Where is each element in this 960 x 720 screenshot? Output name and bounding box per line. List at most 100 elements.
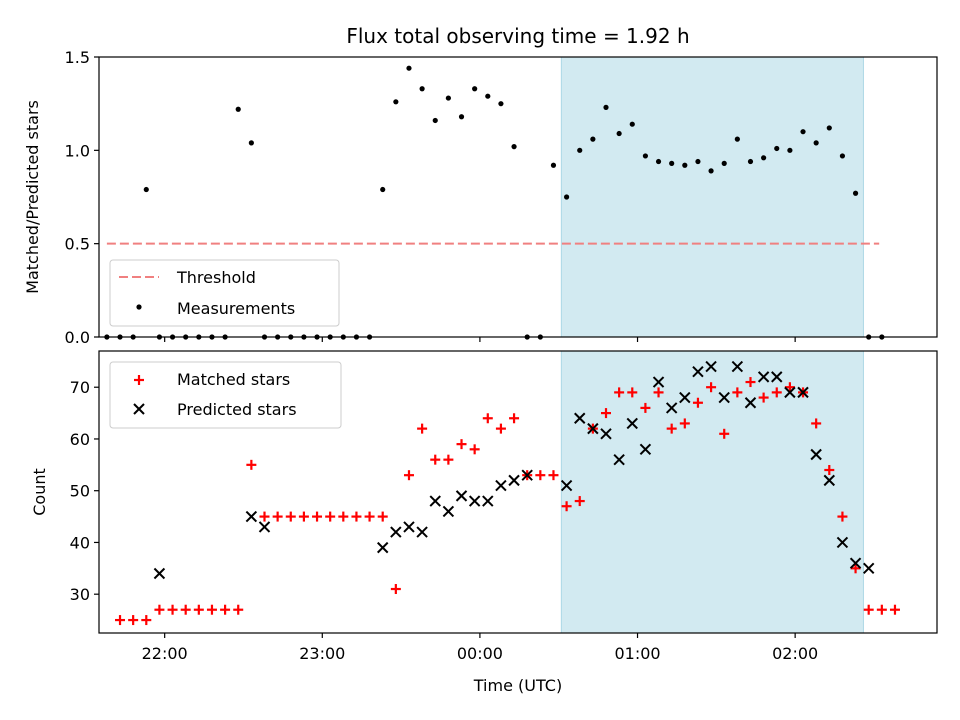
matched-point [154,604,165,615]
matched-point [390,584,401,595]
ratio-panel-legend: Threshold Measurements [109,259,340,327]
measurement-point [498,101,504,107]
measurement-point [603,104,609,110]
measurement-point [406,65,412,71]
count-panel-frame [98,350,938,634]
count-panel-ticks: 30 40 50 60 70 22:00 23:00 00:00 01:00 02:00 [70,378,819,663]
matched-point [837,511,848,522]
predicted-point [495,479,507,492]
measurement-point [458,114,465,120]
count-panel-highlight-span [560,350,864,634]
measurement-point [550,162,557,168]
measurement-point [590,136,596,142]
matched-point [679,418,690,429]
predicted-point [574,412,586,424]
matched-point [469,444,480,455]
predicted-legend-label: Predicted stars [177,400,297,419]
measurement-point [642,153,649,159]
predicted-point [245,510,258,523]
chart-title: Flux total observing time = 1.92 h [346,24,689,48]
y-tick-label: 50 [70,482,90,501]
predicted-point [153,567,166,580]
count-panel-legend: Matched stars Predicted stars [109,361,342,429]
matched-point [889,604,900,615]
measurement-point [380,186,386,193]
predicted-point [862,562,875,575]
matched-point [495,423,506,434]
matched-point [456,439,467,450]
matched-legend-label: Matched stars [177,370,290,389]
matched-point [666,423,677,434]
matched-point [233,604,244,615]
predicted-point [731,360,744,373]
x-tick-label: 00:00 [457,644,503,663]
matched-point [403,470,414,481]
predicted-point [771,371,783,383]
matched-point [180,604,191,615]
matched-point [312,511,323,522]
measurement-point [472,86,478,92]
measurement-point [445,95,451,101]
matched-point [548,470,559,481]
matched-point [417,423,428,434]
measurement-point [563,194,570,200]
y-tick-label: 30 [70,585,90,604]
count-panel-ylabel: Count [30,468,49,516]
measurement-point [235,106,241,112]
measurement-point [577,147,583,153]
measurement-point [747,158,754,165]
matched-point [246,459,257,470]
measurement-point [839,153,846,159]
predicted-point [587,422,599,435]
predicted-point [718,391,730,404]
predicted-point [613,453,625,466]
measurement-point [393,99,399,105]
ratio-panel: 0.0 0.5 1.0 1.5 Matched/Predicted stars Thr… [23,48,938,347]
measurement-point [695,158,701,165]
matched-point [561,501,572,512]
predicted-legend-swatch [133,403,145,415]
measurement-point [485,93,491,99]
matched-point [784,382,795,393]
matched-point [824,465,835,476]
matched-point [325,511,336,522]
matched-point [377,511,388,522]
ratio-panel-data [104,65,885,340]
x-tick-label: 23:00 [299,644,345,663]
x-tick-label: 02:00 [772,644,818,663]
matched-point [220,604,231,615]
y-tick-label: 40 [70,533,90,552]
measurement-point [774,145,780,152]
predicted-point [390,526,402,538]
y-tick-label: 1.5 [65,48,90,67]
matched-point [272,511,283,522]
y-tick-label: 60 [70,430,90,449]
matched-point [758,392,769,403]
predicted-point [403,521,415,533]
matched-point [430,454,441,465]
matched-point [338,511,349,522]
predicted-point [416,526,428,538]
matched-point [653,387,664,398]
predicted-point [810,448,822,461]
x-tick-label: 22:00 [142,644,188,663]
predicted-point [823,474,836,487]
matched-point [771,387,782,398]
predicted-point [705,360,717,373]
predicted-point [482,495,494,507]
predicted-point [849,557,862,569]
matched-point [259,511,270,522]
matched-point [115,615,126,626]
measurement-point [682,162,688,168]
predicted-point [468,495,481,507]
predicted-point [744,397,757,409]
matched-point [876,604,887,615]
matched-point [351,511,362,522]
predicted-point [455,490,468,502]
measurement-point [800,129,806,135]
matched-point [706,382,717,393]
measurement-point [143,186,149,193]
ratio-panel-highlight-span [560,56,864,338]
matched-point [614,387,625,398]
